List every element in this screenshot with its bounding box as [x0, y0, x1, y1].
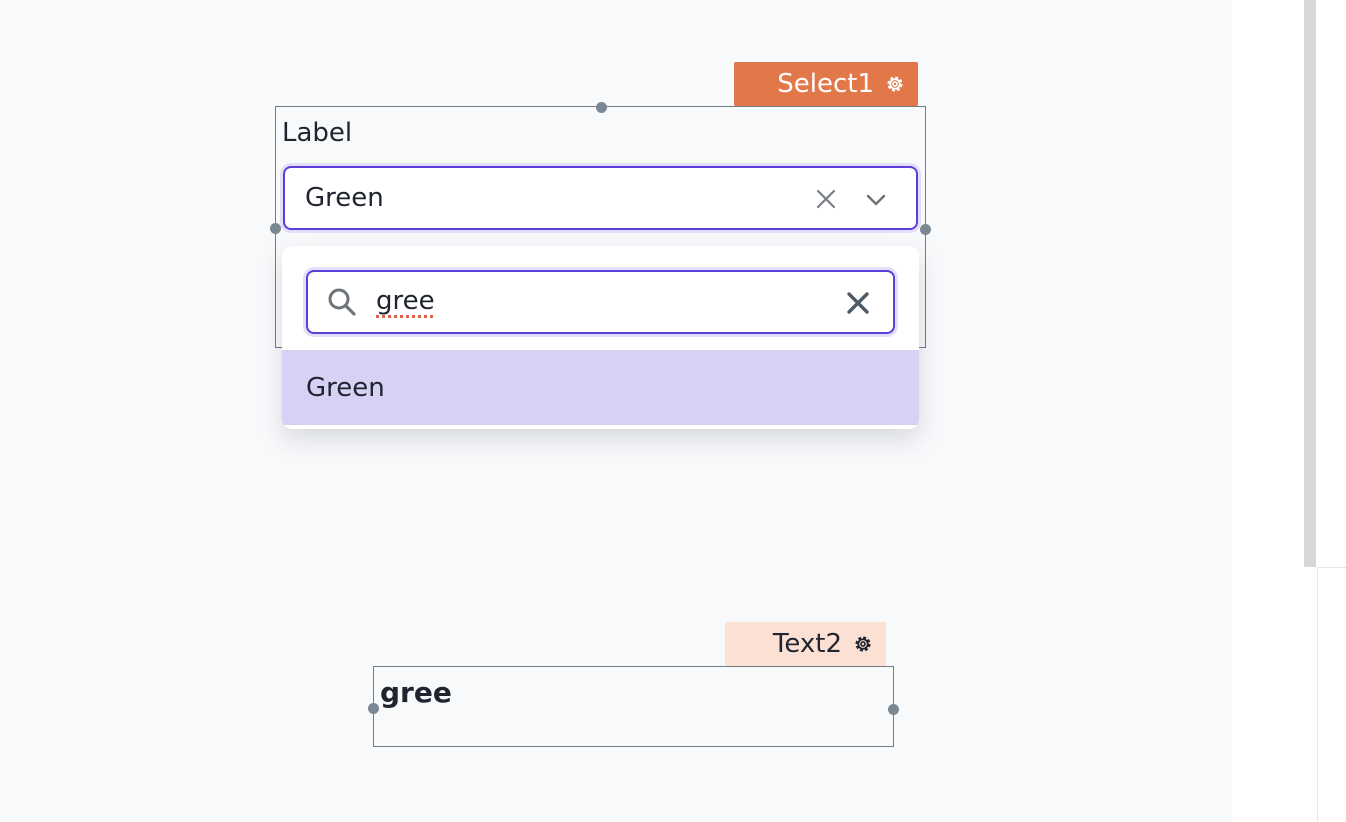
resize-handle-right[interactable] — [888, 704, 899, 715]
panel-divider-horizontal — [1317, 567, 1346, 568]
panel-divider — [1317, 567, 1318, 822]
close-icon[interactable] — [845, 290, 871, 316]
text2-tag-label: Text2 — [772, 629, 842, 659]
resize-handle-left[interactable] — [368, 703, 379, 714]
resize-handle-top[interactable] — [596, 102, 607, 113]
text2-content: gree — [380, 676, 452, 709]
dropdown-search-input[interactable]: gree — [306, 270, 895, 334]
select-label: Label — [282, 118, 353, 148]
select1-widget-tag[interactable]: Select1 — [734, 62, 918, 106]
select-value: Green — [305, 183, 384, 213]
scrollbar-thumb[interactable] — [1304, 0, 1316, 567]
select1-tag-label: Select1 — [777, 69, 874, 99]
close-icon[interactable] — [814, 187, 838, 211]
dropdown-option[interactable]: Green — [282, 350, 919, 425]
gear-icon[interactable] — [852, 633, 874, 655]
text2-widget-tag[interactable]: Text2 — [725, 622, 886, 666]
dropdown-search-text: gree — [376, 286, 435, 316]
search-icon — [328, 288, 356, 316]
resize-handle-right[interactable] — [920, 224, 931, 235]
select-dropdown-menu: gree Green — [282, 246, 919, 429]
resize-handle-left[interactable] — [270, 223, 281, 234]
chevron-down-icon[interactable] — [864, 188, 888, 212]
right-panel — [1232, 0, 1346, 822]
gear-icon[interactable] — [884, 73, 906, 95]
select-input[interactable]: Green — [283, 166, 918, 230]
